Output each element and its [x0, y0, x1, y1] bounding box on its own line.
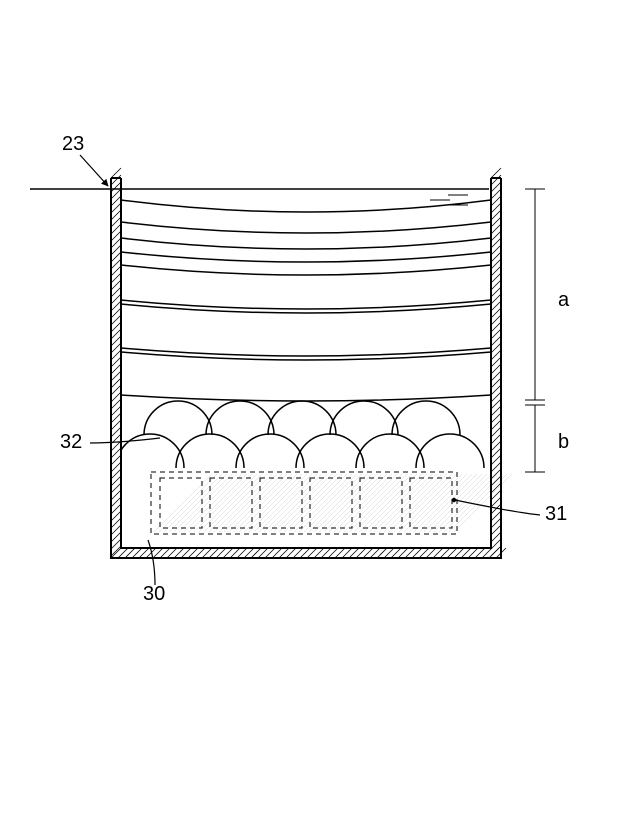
patent-figure: 23 32 30 31 a b [0, 0, 630, 819]
label-32: 32 [60, 431, 82, 453]
label-b: b [558, 431, 569, 453]
label-a: a [558, 289, 570, 311]
label-30: 30 [143, 583, 165, 605]
diagram-layer: 23 32 30 31 a b [30, 133, 570, 605]
label-23-leader [80, 155, 108, 186]
label-31: 31 [545, 503, 567, 525]
label-23: 23 [62, 133, 84, 155]
